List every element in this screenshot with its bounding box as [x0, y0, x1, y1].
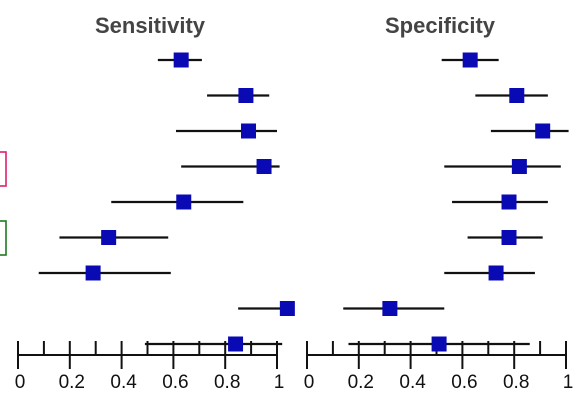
point-estimate [431, 336, 447, 352]
point-estimate [228, 336, 244, 352]
point-estimate [382, 301, 398, 316]
panel-title: Sensitivity [95, 13, 206, 38]
panel-1: Specificity 0 0.2 0.4 0.6 0.8 1 [304, 13, 574, 393]
x-tick-label: 0.2 [59, 372, 85, 393]
row-highlight-box-green [0, 220, 7, 256]
point-estimate [488, 265, 504, 281]
point-estimate [509, 88, 525, 103]
x-tick-label: 0 [304, 372, 315, 393]
point-estimate [238, 88, 254, 103]
x-tick-label: 1 [274, 372, 285, 393]
point-estimate [279, 301, 295, 316]
point-estimate [256, 159, 272, 174]
x-tick-label: 0.4 [399, 372, 426, 393]
point-estimate [85, 265, 101, 281]
x-tick-label: 0.6 [162, 372, 188, 393]
point-estimate [241, 123, 257, 139]
x-tick-label: 0.2 [348, 372, 374, 393]
point-estimate [462, 52, 478, 68]
x-tick-label: 0.8 [214, 372, 240, 393]
point-estimate [101, 230, 117, 245]
x-tick-label: 0.8 [503, 372, 529, 393]
point-estimate [173, 52, 189, 68]
point-estimate [511, 159, 527, 174]
x-tick-label: 0.4 [110, 372, 137, 393]
panel-0: Sensitivity 0 0.2 0.4 0.6 0.8 1 [15, 13, 295, 393]
x-tick-label: 0.6 [451, 372, 477, 393]
point-estimate [501, 194, 517, 210]
x-tick-label: 1 [563, 372, 574, 393]
panel-title: Specificity [385, 13, 496, 38]
point-estimate [535, 123, 551, 139]
point-estimate [176, 194, 192, 210]
row-highlight-box-pink [0, 151, 7, 187]
x-tick-label: 0 [15, 372, 26, 393]
point-estimate [501, 230, 517, 245]
